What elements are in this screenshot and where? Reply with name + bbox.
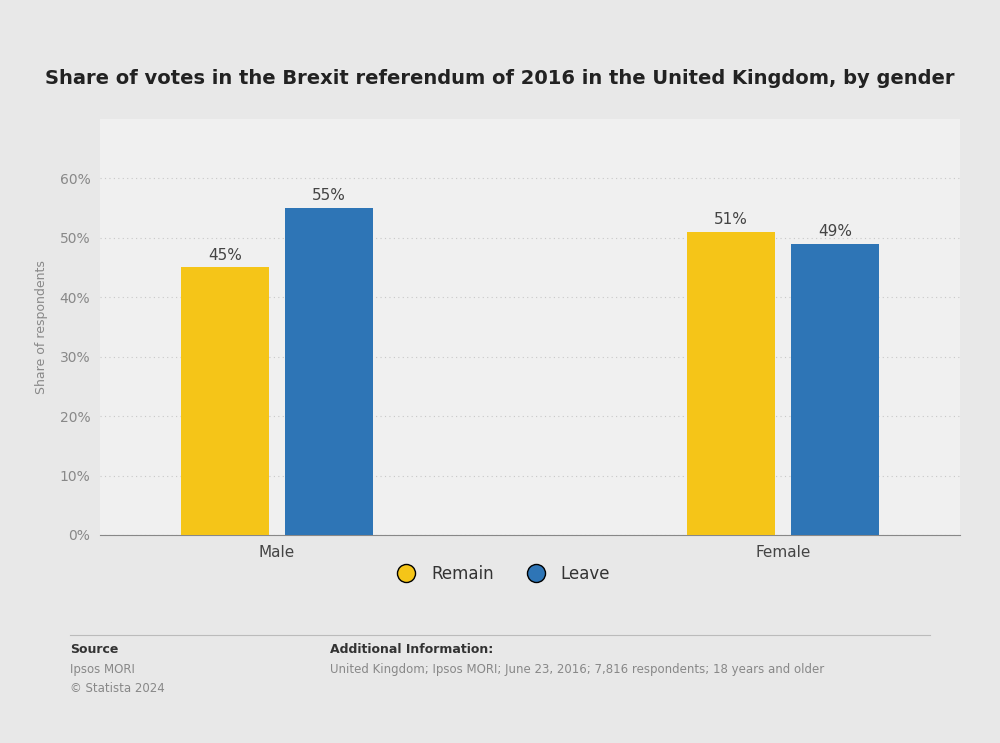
Text: 51%: 51% <box>714 212 748 227</box>
Text: Source: Source <box>70 643 118 655</box>
Text: 45%: 45% <box>208 247 242 263</box>
Bar <box>285 208 373 535</box>
Bar <box>687 232 775 535</box>
Text: 55%: 55% <box>312 188 346 204</box>
Text: United Kingdom; Ipsos MORI; June 23, 2016; 7,816 respondents; 18 years and older: United Kingdom; Ipsos MORI; June 23, 201… <box>330 663 824 675</box>
Text: 49%: 49% <box>818 224 852 239</box>
Text: Share of votes in the Brexit referendum of 2016 in the United Kingdom, by gender: Share of votes in the Brexit referendum … <box>45 68 955 88</box>
Y-axis label: Share of respondents: Share of respondents <box>35 260 48 394</box>
Legend: Remain, Leave: Remain, Leave <box>383 559 617 590</box>
Text: Ipsos MORI
© Statista 2024: Ipsos MORI © Statista 2024 <box>70 663 165 695</box>
Bar <box>181 267 269 535</box>
Text: Additional Information:: Additional Information: <box>330 643 493 655</box>
Bar <box>791 244 879 535</box>
